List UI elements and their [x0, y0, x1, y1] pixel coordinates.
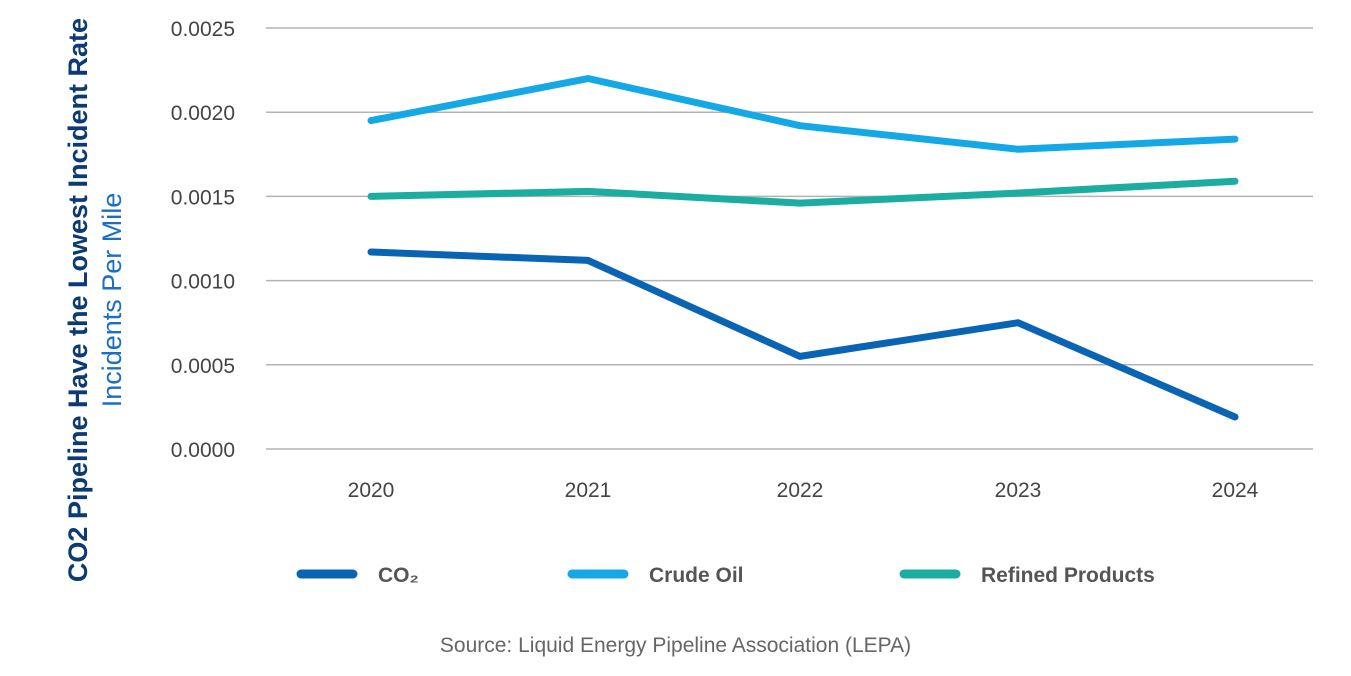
- series-line: [367, 248, 1239, 421]
- data-point: [799, 202, 801, 204]
- data-point: [587, 78, 589, 80]
- y-tick-label: 0.0020: [171, 102, 235, 125]
- data-point: [587, 190, 589, 192]
- x-tick-label: 2024: [1212, 479, 1259, 502]
- x-tick-label: 2022: [777, 479, 824, 502]
- data-point: [799, 355, 801, 357]
- data-point: [370, 120, 372, 122]
- data-point: [1017, 322, 1019, 324]
- data-point: [370, 251, 372, 253]
- y-tick-label: 0.0005: [171, 355, 235, 378]
- series-line: [367, 177, 1239, 207]
- legend-label: Refined Products: [981, 564, 1155, 587]
- y-tick-label: 0.0015: [171, 186, 235, 209]
- y-tick-label: 0.0010: [171, 271, 235, 294]
- y-tick-label: 0.0025: [171, 18, 235, 41]
- series-line: [367, 75, 1239, 153]
- data-point: [1017, 192, 1019, 194]
- data-point: [1234, 180, 1236, 182]
- legend-label: CO₂: [378, 564, 419, 587]
- source-note: Source: Liquid Energy Pipeline Associati…: [439, 634, 912, 657]
- data-point: [587, 259, 589, 261]
- y-tick-label: 0.0000: [171, 439, 235, 462]
- data-point: [1234, 138, 1236, 140]
- data-point: [799, 125, 801, 127]
- x-tick-label: 2020: [348, 479, 395, 502]
- data-point: [1234, 416, 1236, 418]
- data-point: [370, 195, 372, 197]
- legend-label: Crude Oil: [649, 564, 744, 587]
- line-chart: 0.0000 0.0005 0.0010 0.0015 0.0020 0.0025 2020…: [171, 18, 1313, 587]
- x-tick-label: 2023: [995, 479, 1042, 502]
- data-point: [1017, 148, 1019, 150]
- x-tick-label: 2021: [565, 479, 612, 502]
